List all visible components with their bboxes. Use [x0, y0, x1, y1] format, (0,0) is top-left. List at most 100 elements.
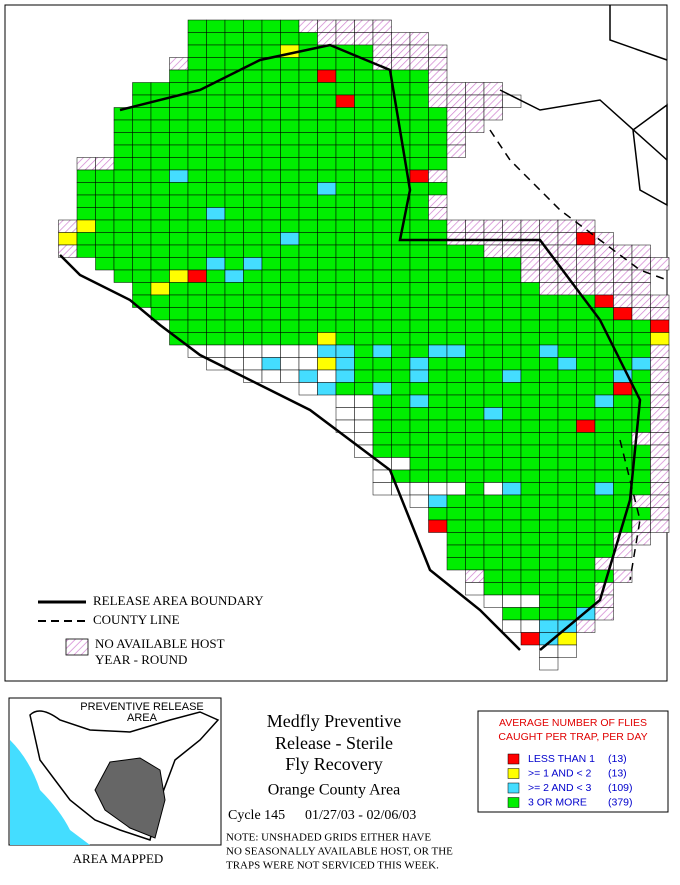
title-line: Fly Recovery — [285, 754, 382, 774]
grid-cell — [206, 57, 226, 71]
grid-cell — [206, 219, 226, 233]
grid-cell — [502, 569, 522, 583]
grid-cell — [557, 494, 577, 508]
grid-cell — [187, 307, 207, 321]
grid-cell — [391, 407, 411, 421]
grid-cell — [95, 257, 115, 271]
grid-cell — [539, 482, 559, 496]
grid-cell — [428, 257, 448, 271]
grid-cell — [132, 182, 152, 196]
grid-cell — [354, 19, 374, 33]
grid-cell — [298, 257, 318, 271]
grid-cell — [113, 257, 133, 271]
grid-cell — [483, 244, 503, 258]
grid-cell — [132, 157, 152, 171]
grid-cell — [483, 269, 503, 283]
grid-cell — [298, 332, 318, 346]
grid-cell — [557, 507, 577, 521]
grid-cell — [539, 607, 559, 621]
grid-cell — [520, 594, 540, 608]
grid-cell — [372, 344, 392, 358]
grid-cell — [576, 569, 596, 583]
grid-cell — [539, 619, 559, 633]
grid-cell — [483, 569, 503, 583]
grid-cell — [576, 332, 596, 346]
grid-cell — [520, 482, 540, 496]
cycle: Cycle 145 — [228, 808, 285, 823]
grid-cell — [280, 319, 300, 333]
grid-cell — [150, 257, 170, 271]
dates: 01/27/03 - 02/06/03 — [305, 808, 416, 823]
grid-cell — [576, 394, 596, 408]
grid-cell — [557, 444, 577, 458]
grid-cell — [391, 294, 411, 308]
grid-cell — [113, 232, 133, 246]
grid-cell — [483, 419, 503, 433]
grid-cell — [594, 357, 614, 371]
grid-cell — [391, 69, 411, 83]
grid-cell — [335, 332, 355, 346]
grid-cell — [650, 319, 670, 333]
grid-cell — [576, 432, 596, 446]
grid-cell — [391, 319, 411, 333]
grid-cell — [317, 132, 337, 146]
grid-cell — [446, 307, 466, 321]
grid-cell — [317, 194, 337, 208]
grid-cell — [95, 207, 115, 221]
grid-cell — [150, 132, 170, 146]
grid-cell — [280, 57, 300, 71]
grid-cell — [409, 407, 429, 421]
grid-cell — [224, 44, 244, 58]
grid-cell — [520, 219, 540, 233]
grid-cell — [169, 194, 189, 208]
grid-cell — [594, 607, 614, 621]
grid-cell — [539, 457, 559, 471]
grid-cell — [409, 482, 429, 496]
grid-cell — [372, 119, 392, 133]
grid-cell — [502, 607, 522, 621]
grid-cell — [187, 182, 207, 196]
grid-cell — [446, 419, 466, 433]
grid-cell — [428, 482, 448, 496]
grid-cell — [372, 207, 392, 221]
grid-cell — [650, 307, 670, 321]
grid-cell — [280, 19, 300, 33]
grid-cell — [594, 394, 614, 408]
grid-cell — [483, 282, 503, 296]
grid-cell — [354, 382, 374, 396]
grid-cell — [261, 232, 281, 246]
grid-cell — [465, 444, 485, 458]
grid-cell — [335, 232, 355, 246]
legend-swatch — [507, 797, 520, 808]
grid-cell — [354, 357, 374, 371]
grid-cell — [409, 44, 429, 58]
grid-cell — [354, 132, 374, 146]
grid-cell — [261, 357, 281, 371]
grid-cell — [113, 244, 133, 258]
grid-cell — [150, 144, 170, 158]
grid-cell — [465, 257, 485, 271]
coast-line — [632, 103, 668, 207]
grid-cell — [132, 119, 152, 133]
legend-count: (379) — [608, 796, 633, 808]
grid-cell — [557, 532, 577, 546]
grid-cell — [557, 394, 577, 408]
grid-cell — [224, 107, 244, 121]
grid-cell — [354, 407, 374, 421]
grid-cell — [354, 307, 374, 321]
grid-cell — [335, 244, 355, 258]
grid-cell — [465, 119, 485, 133]
grid-cell — [261, 219, 281, 233]
grid-cell — [539, 419, 559, 433]
grid-cell — [224, 144, 244, 158]
grid-cell — [428, 519, 448, 533]
grid-cell — [409, 169, 429, 183]
grid-cell — [520, 332, 540, 346]
grid-cell — [650, 419, 670, 433]
grid-cell — [520, 407, 540, 421]
grid-cell — [631, 394, 651, 408]
grid-cell — [613, 319, 633, 333]
grid-cell — [576, 519, 596, 533]
grid-cell — [317, 332, 337, 346]
legend-label: LESS THAN 1 — [528, 753, 595, 765]
